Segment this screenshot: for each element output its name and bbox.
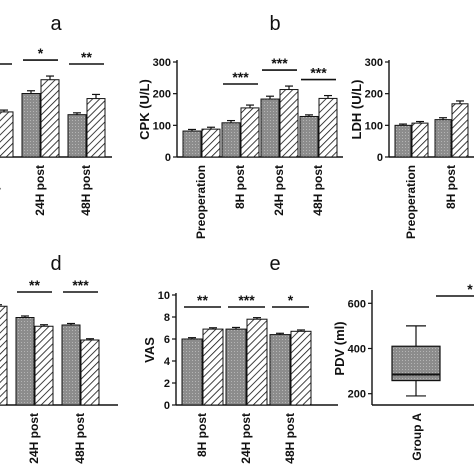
bar-group-a <box>181 338 203 406</box>
x-tick-label: 24H post <box>239 413 253 464</box>
x-tick-label: Preoperation <box>194 165 208 239</box>
x-tick-label: 48H post <box>79 165 93 216</box>
bar-group-b <box>279 89 299 158</box>
bar-group-b <box>411 122 429 158</box>
bar-group-a <box>61 324 81 406</box>
bar-group-b <box>0 305 8 406</box>
bar-group-b <box>201 128 221 158</box>
significance-stars: *** <box>232 69 249 85</box>
significance-stars: ** <box>197 292 208 308</box>
bar-group-b <box>240 107 260 158</box>
x-tick-label: 8H post <box>444 165 458 209</box>
y-tick-label: 10 <box>158 290 170 302</box>
x-tick-label: 8H post <box>195 413 209 457</box>
significance-stars: * <box>288 292 294 308</box>
significance-stars: *** <box>310 65 327 81</box>
y-tick-label: 200 <box>365 89 383 101</box>
bar-group-a <box>269 334 291 406</box>
x-tick-label: 24H post <box>272 165 286 216</box>
x-tick-label: 8H post <box>233 165 247 209</box>
panel-label: a <box>50 13 62 35</box>
x-tick-label: 48H post <box>283 413 297 464</box>
panel-label: d <box>50 253 61 275</box>
panel-label: e <box>269 253 280 275</box>
chart-panels: a**...H post*24H post**48H postb01002003… <box>0 13 474 464</box>
y-tick-label: 300 <box>365 57 383 69</box>
bar-group-a <box>21 93 41 158</box>
x-tick-label: 24H post <box>33 165 47 216</box>
bar-group-a <box>221 122 241 158</box>
bar-group-b <box>246 318 268 406</box>
y-tick-label: 200 <box>348 389 366 401</box>
bar-group-b <box>451 103 469 158</box>
bar-group-b <box>318 97 338 158</box>
significance-stars: *** <box>72 277 89 293</box>
x-tick-label: Preoperation <box>404 165 418 239</box>
x-tick-label: ...H post <box>0 165 1 212</box>
y-tick-label: 2 <box>164 378 170 390</box>
significance-stars: *** <box>271 55 288 71</box>
y-tick-label: 0 <box>377 152 383 164</box>
y-tick-label: 6 <box>164 334 170 346</box>
y-axis-label: LDH (U/L) <box>349 80 364 140</box>
bar-group-a <box>260 98 280 158</box>
bar-group-a <box>67 114 87 158</box>
x-tick-label: Group A <box>410 413 424 461</box>
bar-group-b <box>86 98 106 158</box>
bar-group-b <box>40 79 60 158</box>
panel-e: e 0 2 4 6 8 10 VAS ** 8H post *** 24H post * 48H post <box>142 253 338 464</box>
y-tick-label: 400 <box>348 344 366 356</box>
y-axis-label: PDV (ml) <box>332 321 347 375</box>
y-tick-label: 200 <box>153 89 171 101</box>
bar-group-b <box>34 325 54 406</box>
y-tick-label: 4 <box>164 356 171 368</box>
bar-group-a <box>434 119 452 158</box>
panel-label: b <box>269 13 280 35</box>
x-tick-label: 48H post <box>73 413 87 464</box>
y-tick-label: 600 <box>348 298 366 310</box>
y-tick-label: 300 <box>153 57 171 69</box>
y-tick-label: 8 <box>164 312 170 324</box>
bar-group-a <box>225 328 247 406</box>
x-tick-label: 48H post <box>311 165 325 216</box>
x-tick-label: 24H post <box>27 413 41 464</box>
panel-a: a**...H post*24H post**48H post <box>0 13 112 216</box>
bar-group-b <box>290 330 312 406</box>
bar-group-a <box>15 317 35 406</box>
bar-group-a <box>394 124 412 158</box>
significance-stars: ** <box>81 49 92 65</box>
bar-group-a <box>182 130 202 158</box>
y-tick-label: 0 <box>164 400 170 412</box>
bar-group-b <box>202 328 224 406</box>
significance-stars: *** <box>238 292 255 308</box>
bar-group-a <box>299 115 319 158</box>
bar-group-b <box>0 111 14 158</box>
significance-stars: * <box>467 281 473 297</box>
significance-stars: ** <box>29 277 40 293</box>
y-tick-label: 100 <box>153 120 171 132</box>
y-tick-label: 0 <box>165 152 171 164</box>
bar-group-b <box>80 339 100 406</box>
significance-stars: * <box>38 45 44 61</box>
y-axis-label: CPK (U/L) <box>137 79 152 140</box>
panel-d: d...H post**24H post***48H post <box>0 253 118 464</box>
y-tick-label: 100 <box>365 120 383 132</box>
y-axis-label: VAS <box>142 337 157 363</box>
